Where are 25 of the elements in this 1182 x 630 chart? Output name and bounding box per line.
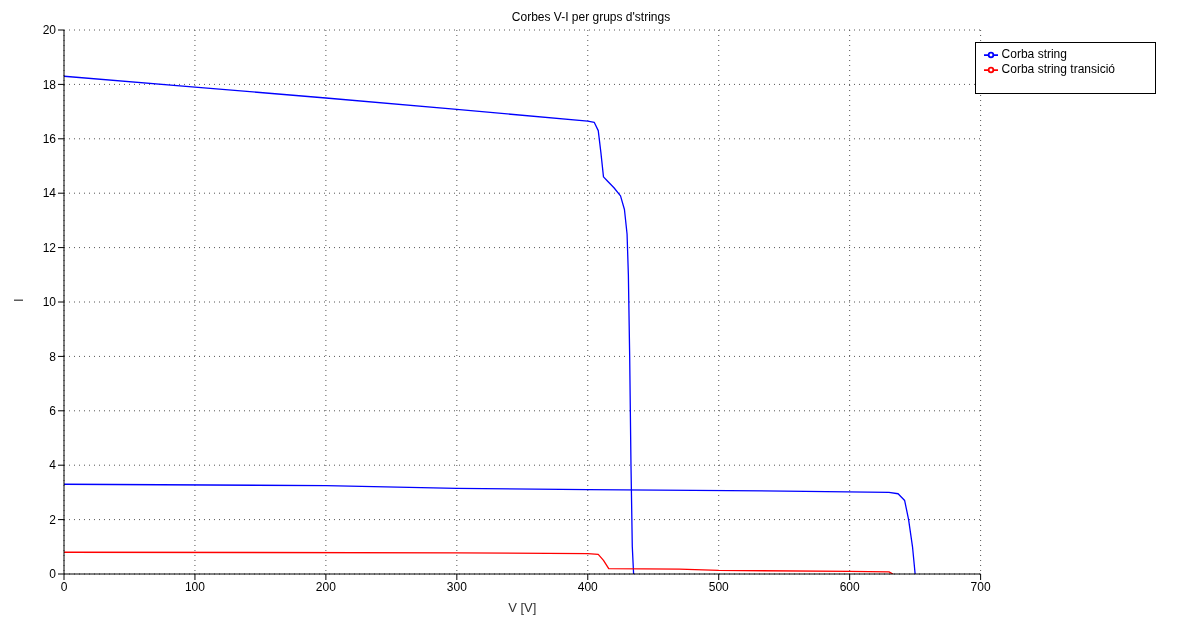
- x-tick-label: 600: [839, 579, 860, 594]
- y-tick-label: 2: [49, 512, 57, 527]
- legend-label: Corba string transició: [1001, 61, 1115, 76]
- y-tick-label: 18: [42, 77, 57, 92]
- y-tick-label: 10: [42, 295, 57, 310]
- x-tick-label: 200: [315, 579, 337, 594]
- y-tick-label: 0: [49, 567, 57, 582]
- y-tick-label: 14: [42, 186, 57, 201]
- y-tick-label: 16: [42, 132, 57, 147]
- x-tick-label: 0: [60, 579, 68, 594]
- line-series: [64, 551, 894, 574]
- chart-title: Corbes V-I per grups d'strings: [510, 10, 672, 24]
- y-tick-label: 4: [49, 458, 57, 473]
- x-axis-title: V [V]: [508, 600, 537, 615]
- x-tick-label: 500: [708, 579, 730, 594]
- y-tick-label: 8: [49, 349, 57, 364]
- y-tick-label: 6: [49, 404, 57, 419]
- x-tick-label: 300: [446, 579, 468, 594]
- x-tick-label: 700: [970, 579, 991, 594]
- x-tick-label: 100: [184, 579, 206, 594]
- y-tick-label: 20: [42, 23, 57, 38]
- y-tick-label: 12: [42, 240, 57, 255]
- y-axis-title: I: [10, 298, 26, 302]
- legend-label: Corba string: [1001, 47, 1067, 61]
- x-tick-label: 400: [577, 579, 599, 594]
